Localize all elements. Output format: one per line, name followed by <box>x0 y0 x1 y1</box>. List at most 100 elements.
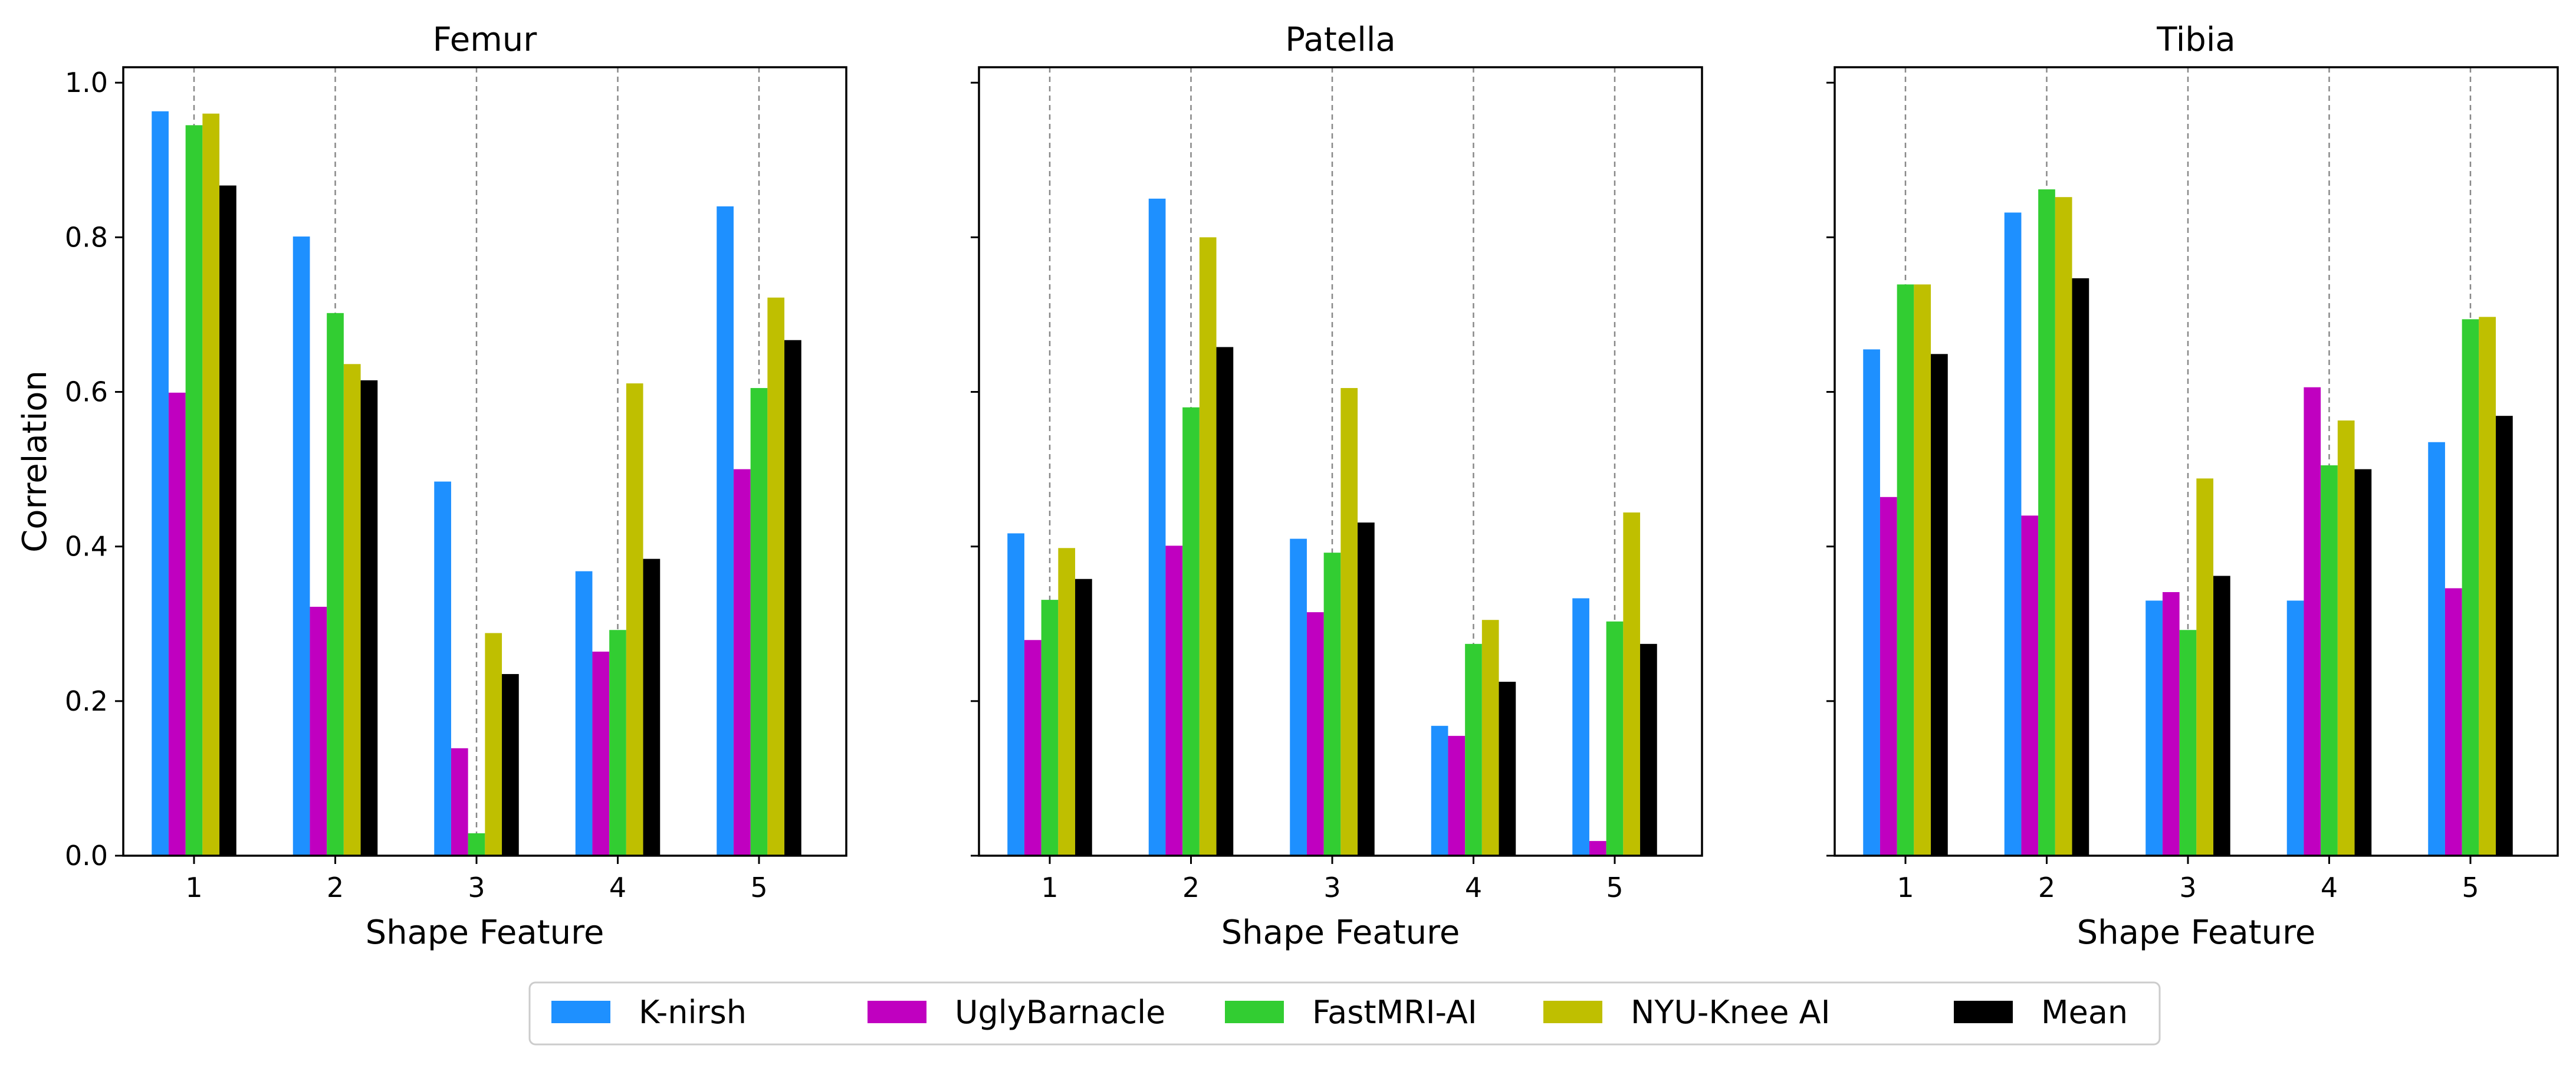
bar-fastmri-ai-feature-3 <box>468 833 485 856</box>
panel-title: Tibia <box>2156 21 2235 59</box>
bar-uglybarnacle-feature-4 <box>592 651 610 856</box>
bar-k-nirsh-feature-3 <box>1290 538 1307 856</box>
y-tick-label: 0.8 <box>65 221 108 253</box>
x-tick-label: 3 <box>2179 872 2196 903</box>
bar-mean-feature-4 <box>1499 682 1516 856</box>
bar-uglybarnacle-feature-5 <box>2444 588 2462 856</box>
bar-mean-feature-2 <box>360 380 378 856</box>
bar-uglybarnacle-feature-2 <box>2021 515 2039 856</box>
legend-label-fastmri-ai: FastMRI-AI <box>1312 994 1477 1031</box>
x-tick-label: 1 <box>1041 872 1058 903</box>
x-axis-label: Shape Feature <box>366 913 604 952</box>
x-tick-label: 2 <box>327 872 344 903</box>
bar-mean-feature-3 <box>2213 576 2230 856</box>
x-axis-label: Shape Feature <box>2077 913 2316 952</box>
bar-k-nirsh-feature-3 <box>2145 600 2163 856</box>
bar-fastmri-ai-feature-4 <box>2321 465 2338 856</box>
bar-mean-feature-5 <box>1640 643 1657 856</box>
bar-mean-feature-3 <box>1358 523 1375 856</box>
x-tick-label: 3 <box>468 872 485 903</box>
bar-uglybarnacle-feature-1 <box>1880 497 1897 856</box>
bar-nyu-knee-ai-feature-1 <box>1058 548 1076 856</box>
bar-nyu-knee-ai-feature-2 <box>1199 237 1217 856</box>
bar-nyu-knee-ai-feature-5 <box>1623 512 1641 856</box>
bar-uglybarnacle-feature-1 <box>168 392 186 856</box>
panel-patella: 1 2 3 4 5 Patella Shape Feature <box>971 21 1703 952</box>
bar-k-nirsh-feature-4 <box>1431 725 1448 856</box>
bar-uglybarnacle-feature-3 <box>451 748 468 856</box>
bar-nyu-knee-ai-feature-2 <box>343 364 361 856</box>
bar-uglybarnacle-feature-5 <box>1589 841 1606 856</box>
x-tick-label: 4 <box>1465 872 1482 903</box>
bar-nyu-knee-ai-feature-3 <box>1340 387 1358 856</box>
legend-swatch-fastmri-ai <box>1225 1001 1284 1023</box>
bar-fastmri-ai-feature-4 <box>1465 643 1482 856</box>
bar-nyu-knee-ai-feature-3 <box>485 633 502 856</box>
bar-mean-feature-2 <box>1216 347 1234 856</box>
bar-fastmri-ai-feature-2 <box>1182 407 1200 856</box>
legend-label-k-nirsh: K-nirsh <box>639 994 747 1031</box>
y-tick-label: 0.6 <box>65 376 108 408</box>
bar-uglybarnacle-feature-4 <box>1448 735 1466 856</box>
bar-fastmri-ai-feature-3 <box>1323 553 1341 856</box>
bar-fastmri-ai-feature-5 <box>2462 319 2479 856</box>
x-tick-label: 1 <box>1897 872 1914 903</box>
bar-uglybarnacle-feature-3 <box>2162 592 2180 856</box>
panel-tibia: 1 2 3 4 5 Tibia Shape Feature <box>1826 21 2559 952</box>
y-tick-label: 0.2 <box>65 685 108 717</box>
bar-mean-feature-1 <box>1931 354 1948 856</box>
bar-k-nirsh-feature-5 <box>1572 598 1589 856</box>
bar-mean-feature-5 <box>784 340 801 856</box>
bar-mean-feature-5 <box>2496 416 2513 856</box>
x-tick-label: 5 <box>2462 872 2479 903</box>
y-tick-label: 0.4 <box>65 531 108 563</box>
bar-k-nirsh-feature-2 <box>1148 198 1166 856</box>
legend-label-nyu-knee-ai: NYU-Knee AI <box>1631 994 1831 1031</box>
legend-frame <box>528 981 2161 1046</box>
axes-frame <box>978 66 1703 857</box>
y-tick-label: 0.0 <box>65 840 108 872</box>
bar-uglybarnacle-feature-2 <box>1165 545 1183 856</box>
x-tick-label: 2 <box>1182 872 1200 903</box>
x-tick-label: 1 <box>185 872 202 903</box>
bar-nyu-knee-ai-feature-1 <box>1914 284 1931 856</box>
legend-swatch-nyu-knee-ai <box>1543 1001 1602 1023</box>
bar-mean-feature-2 <box>2072 278 2089 856</box>
bar-uglybarnacle-feature-1 <box>1024 640 1041 856</box>
bar-nyu-knee-ai-feature-1 <box>202 113 220 856</box>
bar-fastmri-ai-feature-5 <box>1606 621 1624 856</box>
bar-k-nirsh-feature-2 <box>2004 212 2022 856</box>
bar-fastmri-ai-feature-2 <box>2038 189 2055 856</box>
bar-k-nirsh-feature-4 <box>575 571 593 856</box>
bar-nyu-knee-ai-feature-5 <box>767 297 785 856</box>
legend: K-nirsh UglyBarnacle FastMRI-AI NYU-Knee AI… <box>528 981 2161 1046</box>
panel-title: Femur <box>433 21 538 59</box>
legend-swatch-uglybarnacle <box>868 1001 926 1023</box>
bar-k-nirsh-feature-4 <box>2286 600 2304 856</box>
bar-uglybarnacle-feature-5 <box>733 469 751 856</box>
axes-frame <box>1834 66 2559 857</box>
bar-uglybarnacle-feature-4 <box>2304 387 2321 856</box>
bar-fastmri-ai-feature-3 <box>2179 630 2197 856</box>
bar-fastmri-ai-feature-1 <box>1041 600 1059 856</box>
bar-mean-feature-1 <box>1075 579 1092 856</box>
bar-nyu-knee-ai-feature-4 <box>1481 620 1499 856</box>
bar-k-nirsh-feature-1 <box>1007 533 1024 856</box>
legend-label-uglybarnacle: UglyBarnacle <box>955 994 1165 1031</box>
bar-fastmri-ai-feature-5 <box>750 387 768 856</box>
x-tick-label: 4 <box>609 872 626 903</box>
bar-k-nirsh-feature-2 <box>293 236 310 856</box>
bar-nyu-knee-ai-feature-4 <box>2337 420 2355 856</box>
bar-fastmri-ai-feature-2 <box>327 313 344 856</box>
bar-k-nirsh-feature-3 <box>434 481 451 856</box>
bar-fastmri-ai-feature-1 <box>185 125 203 856</box>
bar-k-nirsh-feature-5 <box>2428 442 2445 856</box>
bar-nyu-knee-ai-feature-3 <box>2196 478 2214 856</box>
x-tick-label: 4 <box>2321 872 2338 903</box>
x-tick-label: 5 <box>750 872 767 903</box>
y-tick-label: 1.0 <box>65 67 108 98</box>
bar-k-nirsh-feature-5 <box>717 206 734 856</box>
x-axis-label: Shape Feature <box>1221 913 1460 952</box>
